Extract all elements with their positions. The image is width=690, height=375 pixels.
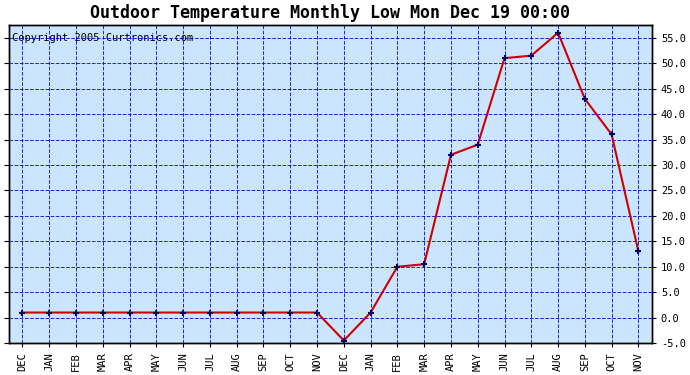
Text: Copyright 2005 Curtronics.com: Copyright 2005 Curtronics.com xyxy=(12,33,193,43)
Title: Outdoor Temperature Monthly Low Mon Dec 19 00:00: Outdoor Temperature Monthly Low Mon Dec … xyxy=(90,4,571,22)
